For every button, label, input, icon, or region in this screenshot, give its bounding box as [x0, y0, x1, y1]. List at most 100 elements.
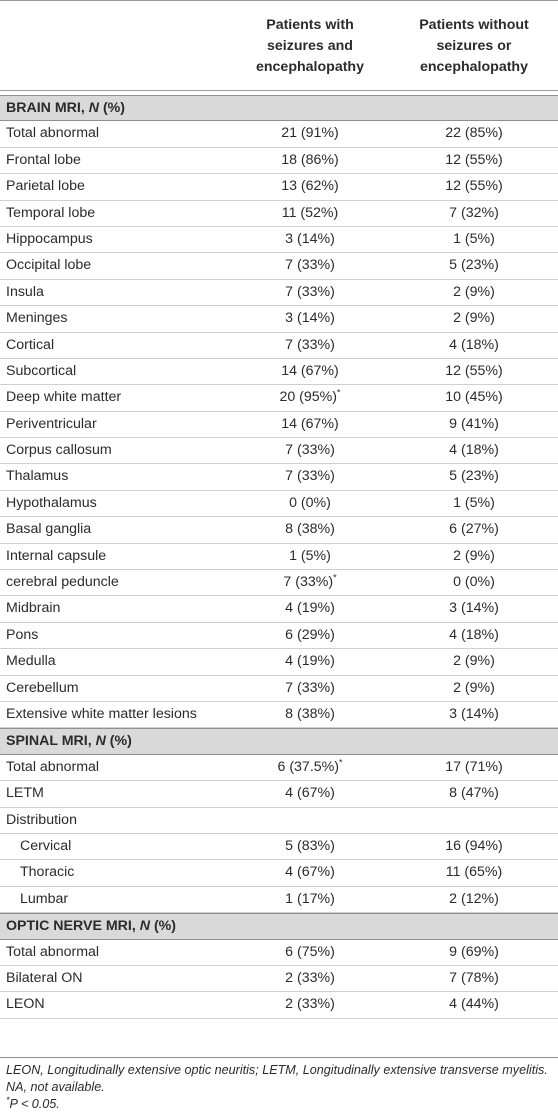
table-row: Thalamus 7 (33%) 5 (23%) [0, 464, 558, 491]
value-without-seizures: 2 (9%) [453, 283, 495, 300]
section-title: SPINAL MRI, N (%) [6, 729, 132, 754]
table-row: Cortical 7 (33%) 4 (18%) [0, 333, 558, 359]
value-with-seizures: 3 (14%) [240, 227, 380, 252]
row-label: Total abnormal [6, 943, 100, 960]
section-title-prefix: SPINAL MRI, [6, 733, 96, 750]
table-row: Temporal lobe 11 (52%) 7 (32%) [0, 201, 558, 227]
table-row: cerebral peduncle 7 (33%)* 0 (0%) [0, 570, 558, 597]
value-with-seizures: 20 (95%)* [240, 385, 380, 410]
row-label: Medulla [6, 653, 56, 670]
value-with-seizures: 0 (0%) [240, 491, 380, 516]
significance-mark: * [339, 757, 343, 768]
section-title-suffix: (%) [150, 918, 177, 935]
value-with-seizures-text: 21 (91%) [281, 125, 339, 142]
abbreviations-note: LEON, Longitudinally extensive optic neu… [6, 1063, 548, 1077]
table-row: Hypothalamus 0 (0%) 1 (5%) [0, 491, 558, 518]
value-without-seizures: 1 (5%) [453, 494, 495, 511]
table-row: Insula 7 (33%) 2 (9%) [0, 280, 558, 307]
value-without-seizures: 2 (12%) [449, 890, 499, 907]
row-label: Subcortical [6, 362, 77, 379]
table-row: Distribution [0, 808, 558, 834]
row-label: Bilateral ON [6, 969, 83, 986]
value-with-seizures: 7 (33%) [240, 280, 380, 305]
row-label: Lumbar [20, 890, 69, 907]
value-with-seizures: 6 (29%) [240, 623, 380, 648]
value-without-seizures: 3 (14%) [449, 705, 499, 722]
value-without-seizures: 7 (78%) [449, 969, 499, 986]
table-row: Total abnormal 6 (75%) 9 (69%) [0, 940, 558, 966]
row-label: Thoracic [20, 864, 75, 881]
row-label: Deep white matter [6, 389, 122, 406]
section-title-n: N [88, 100, 100, 116]
table-row: Lumbar 1 (17%) 2 (12%) [0, 887, 558, 914]
value-with-seizures-text: 6 (29%) [285, 626, 335, 643]
value-with-seizures: 7 (33%)* [240, 570, 380, 595]
section-header-row: SPINAL MRI, N (%) [0, 728, 558, 755]
table-row: Medulla 4 (19%) 2 (9%) [0, 649, 558, 676]
value-with-seizures-text: 7 (33%) [285, 336, 335, 353]
section-header-row: OPTIC NERVE MRI, N (%) [0, 913, 558, 940]
row-label: Basal ganglia [6, 521, 92, 538]
value-without-seizures: 9 (41%) [449, 415, 499, 432]
significance-note: *P < 0.05. [6, 1094, 552, 1113]
value-with-seizures: 18 (86%) [240, 148, 380, 173]
row-label: Total abnormal [6, 758, 100, 775]
value-with-seizures-text: 13 (62%) [281, 178, 339, 195]
row-label: Cortical [6, 336, 55, 353]
row-label: Parietal lobe [6, 178, 85, 195]
value-without-seizures: 0 (0%) [453, 574, 495, 591]
table-row: Periventricular 14 (67%) 9 (41%) [0, 412, 558, 439]
value-with-seizures-text: 4 (67%) [285, 785, 335, 802]
value-with-seizures: 7 (33%) [240, 464, 380, 489]
table-row: LEON 2 (33%) 4 (44%) [0, 992, 558, 1019]
row-label: Insula [6, 283, 44, 300]
row-label: Total abnormal [6, 125, 100, 142]
significance-mark: * [6, 1094, 10, 1105]
value-without-seizures: 4 (18%) [449, 442, 499, 459]
table-row: Occipital lobe 7 (33%) 5 (23%) [0, 253, 558, 280]
table-row: Pons 6 (29%) 4 (18%) [0, 623, 558, 650]
table-row: Corpus callosum 7 (33%) 4 (18%) [0, 438, 558, 465]
value-with-seizures-text: 14 (67%) [281, 415, 339, 432]
row-label: Midbrain [6, 600, 61, 617]
value-without-seizures: 10 (45%) [445, 389, 503, 406]
value-with-seizures-text: 7 (33%) [285, 257, 335, 274]
value-without-seizures: 2 (9%) [453, 310, 495, 327]
table-row: LETM 4 (67%) 8 (47%) [0, 781, 558, 808]
table-row: Parietal lobe 13 (62%) 12 (55%) [0, 174, 558, 201]
row-label: Distribution [6, 811, 77, 828]
row-label: Pons [6, 626, 39, 643]
row-label: Hypothalamus [6, 494, 97, 511]
column-header-without-seizures: Patients without seizures or encephalopa… [419, 17, 529, 75]
value-with-seizures-text: 6 (37.5%) [277, 758, 339, 775]
value-with-seizures-text: 7 (33%) [285, 283, 335, 300]
value-with-seizures-text: 8 (38%) [285, 521, 335, 538]
value-with-seizures-text: 3 (14%) [285, 310, 335, 327]
value-without-seizures: 17 (71%) [445, 758, 503, 775]
value-without-seizures: 22 (85%) [445, 125, 503, 142]
value-with-seizures: 14 (67%) [240, 359, 380, 384]
row-label: cerebral peduncle [6, 574, 119, 591]
value-with-seizures-text: 1 (17%) [285, 890, 335, 907]
table-row: Internal capsule 1 (5%) 2 (9%) [0, 544, 558, 571]
table-row: Subcortical 14 (67%) 12 (55%) [0, 359, 558, 386]
value-with-seizures-text: 4 (19%) [285, 600, 335, 617]
table-row: Bilateral ON 2 (33%) 7 (78%) [0, 966, 558, 993]
table-row: Total abnormal 21 (91%) 22 (85%) [0, 121, 558, 148]
section-title-n: N [95, 733, 106, 750]
row-label: LEON [6, 996, 45, 1013]
value-without-seizures: 12 (55%) [445, 178, 503, 195]
table-row: Cervical 5 (83%) 16 (94%) [0, 834, 558, 861]
value-with-seizures: 1 (5%) [240, 544, 380, 569]
row-label: Frontal lobe [6, 151, 81, 168]
significance-mark: * [333, 572, 337, 583]
section-title-prefix: OPTIC NERVE MRI, [6, 918, 140, 935]
value-with-seizures: 6 (37.5%)* [240, 755, 380, 780]
section-title: OPTIC NERVE MRI, N (%) [6, 914, 176, 939]
value-without-seizures: 5 (23%) [449, 468, 499, 485]
significance-mark: * [337, 387, 341, 398]
table-row: Extensive white matter lesions 8 (38%) 3 (… [0, 702, 558, 729]
row-label: Hippocampus [6, 230, 93, 247]
value-with-seizures: 3 (14%) [240, 306, 380, 331]
table-row: Deep white matter 20 (95%)* 10 (45%) [0, 385, 558, 412]
